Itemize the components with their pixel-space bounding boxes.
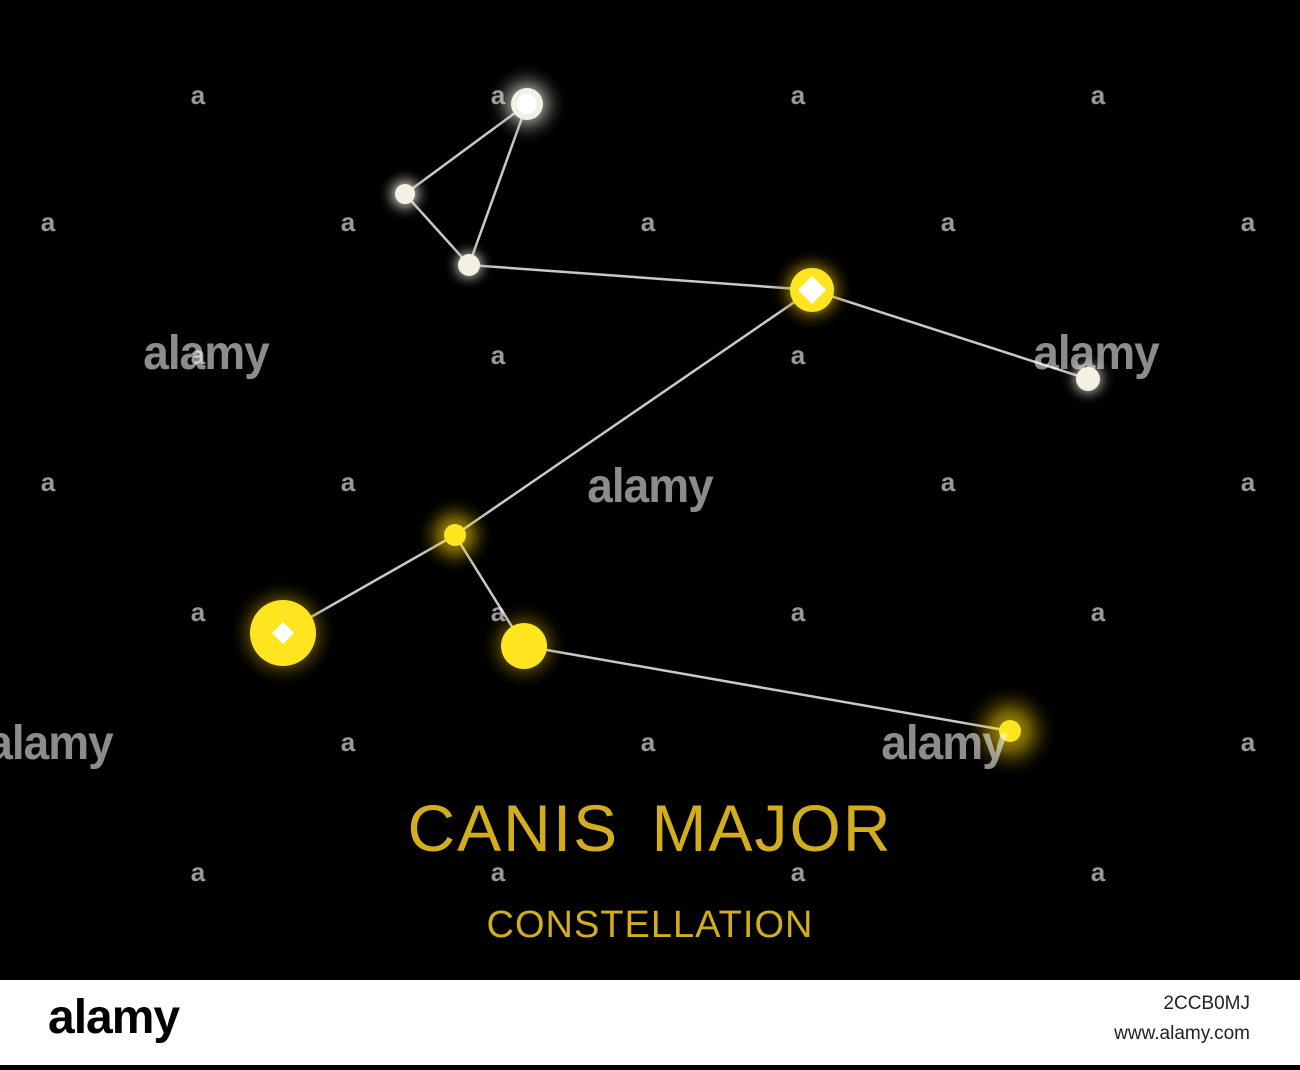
watermark-mark: a — [490, 857, 506, 887]
watermark-mark: a — [790, 80, 806, 110]
watermark-mark: a — [940, 467, 956, 497]
watermark-mark: a — [1240, 467, 1256, 497]
watermark-mark: a — [190, 340, 206, 370]
watermark-mark: a — [490, 340, 506, 370]
watermark-mark: a — [790, 597, 806, 627]
line-segment — [522, 644, 1012, 733]
alamy-logo: alamy — [48, 991, 180, 1044]
watermark-logo: alamy — [143, 324, 269, 380]
watermark-mark: a — [190, 857, 206, 887]
watermark-mark: a — [190, 597, 206, 627]
watermark-mark: a — [640, 207, 656, 237]
watermark-mark: a — [1240, 207, 1256, 237]
watermark-logo: alamy — [587, 457, 713, 513]
star-white-small — [377, 166, 433, 222]
stars — [228, 62, 1116, 779]
stock-footer: alamy 2CCB0MJ www.alamy.com — [0, 980, 1300, 1065]
watermark-mark: a — [940, 207, 956, 237]
image-code: 2CCB0MJ — [1163, 993, 1250, 1014]
watermark-logo: alamy — [881, 714, 1007, 770]
star-white-large — [485, 62, 569, 146]
watermark-mark: a — [490, 597, 506, 627]
watermark-mark: a — [790, 857, 806, 887]
watermark-mark: a — [790, 340, 806, 370]
site-url: www.alamy.com — [1114, 1023, 1250, 1044]
star-yellow-diamond — [770, 248, 854, 332]
watermark-mark: a — [640, 727, 656, 757]
star-yellow-bright — [228, 578, 338, 688]
watermark-mark: a — [1090, 597, 1106, 627]
watermark-mark: a — [1090, 80, 1106, 110]
star-yellow-right — [962, 683, 1058, 779]
line-segment — [467, 263, 814, 292]
watermark-logo: alamy — [1033, 324, 1159, 380]
star-yellow-small — [415, 495, 495, 575]
watermark-mark: a — [490, 80, 506, 110]
watermark-mark: a — [40, 207, 56, 237]
star-white-small — [1060, 351, 1116, 407]
watermark-mark: a — [340, 727, 356, 757]
watermark-mark: a — [190, 80, 206, 110]
constellation-subtitle: CONSTELLATION — [486, 904, 814, 946]
line-segment — [810, 288, 1090, 381]
watermark-mark: a — [340, 207, 356, 237]
star-yellow-medium — [479, 601, 569, 691]
watermark-mark: a — [1240, 727, 1256, 757]
watermark-mark: a — [1090, 857, 1106, 887]
constellation-title: CANIS MAJOR — [407, 791, 893, 865]
line-segment — [453, 288, 814, 537]
watermark-mark: a — [40, 467, 56, 497]
star-white-small — [443, 239, 495, 291]
watermark-logo: alamy — [0, 714, 114, 770]
watermark-mark: a — [340, 467, 356, 497]
